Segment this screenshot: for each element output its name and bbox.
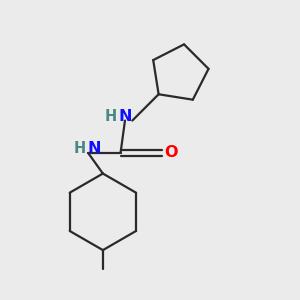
- Text: N: N: [87, 141, 101, 156]
- Text: H: H: [104, 109, 116, 124]
- Text: N: N: [118, 109, 132, 124]
- Text: O: O: [164, 146, 177, 160]
- Text: H: H: [73, 141, 86, 156]
